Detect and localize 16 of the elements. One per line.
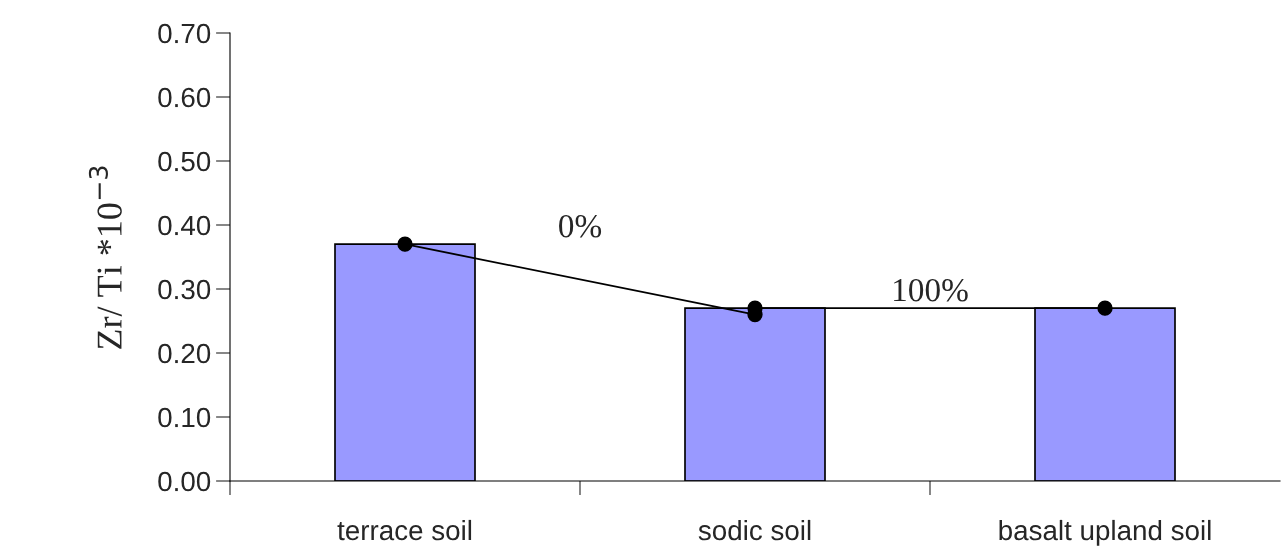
x-tick-label: sodic soil <box>698 519 811 541</box>
y-tick-label: 0.00 <box>158 471 211 492</box>
y-axis-title: Zr/ Ti *10$^{−3}$ <box>88 166 122 349</box>
y-tick-label: 0.40 <box>158 215 211 236</box>
x-tick-label: basalt upland soil <box>999 519 1211 546</box>
y-tick-label: 0.30 <box>158 279 211 300</box>
y-tick-label: 0.60 <box>158 87 211 108</box>
y-tick-label: 0.10 <box>158 407 211 428</box>
x-tick-label: terrace soil <box>337 519 472 541</box>
point <box>1097 300 1113 316</box>
annotation: 0% <box>559 214 602 238</box>
y-tick-label: 0.20 <box>158 343 211 364</box>
y-tick-label: 0.70 <box>158 23 211 44</box>
annotation: 100% <box>894 278 968 302</box>
point <box>397 236 413 252</box>
y-tick-label: 0.50 <box>158 151 211 172</box>
